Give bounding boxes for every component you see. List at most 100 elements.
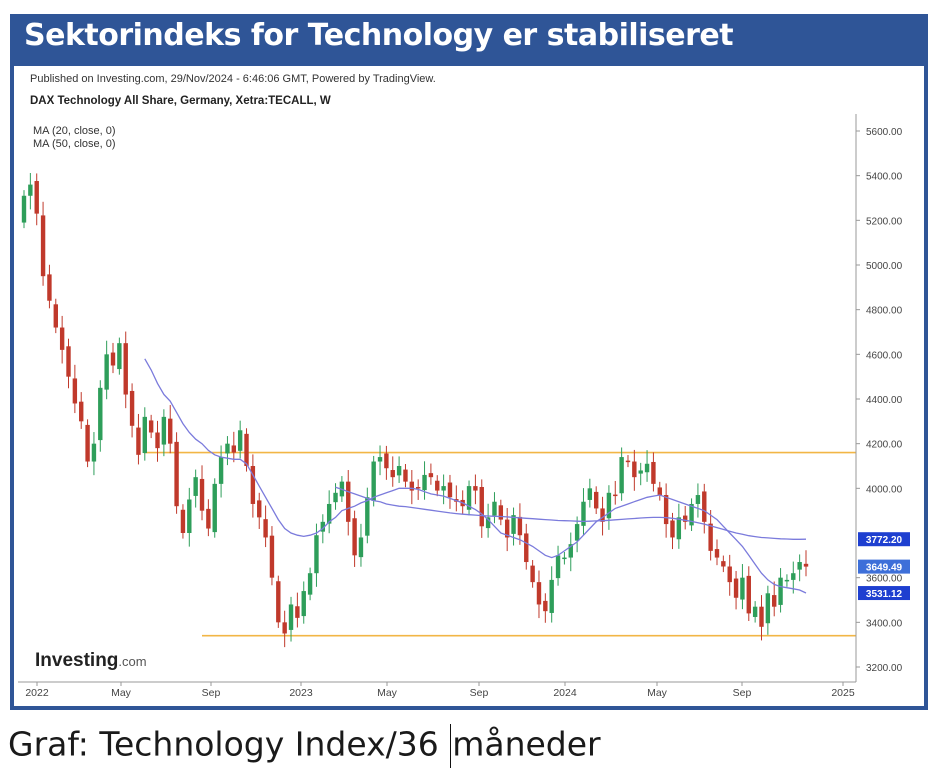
candle-up (549, 579, 554, 613)
candle-down (231, 445, 237, 453)
candle-up (689, 503, 694, 526)
candle-down (110, 352, 116, 366)
candle-down (148, 420, 154, 433)
candle-down (34, 181, 39, 214)
candle-down (651, 461, 656, 484)
candle-down (282, 622, 287, 634)
candle-down (269, 535, 275, 578)
instrument-title: DAX Technology All Share, Germany, Xetra… (30, 95, 331, 107)
banner-title: Sektorindeks for Technology er stabilise… (24, 18, 734, 53)
candle-down (657, 487, 662, 496)
published-note: Published on Investing.com, 29/Nov/2024 … (30, 73, 436, 85)
candle-down (613, 494, 618, 497)
candle-down (530, 565, 535, 583)
candle-down (524, 533, 529, 563)
candle-up (333, 492, 338, 503)
candle-up (676, 517, 682, 540)
y-tick-label: 4800.00 (866, 306, 903, 317)
candle-up (511, 515, 516, 534)
candle-down (276, 581, 281, 623)
candle-up (441, 486, 446, 491)
candle-up (218, 457, 224, 484)
candle-down (59, 327, 65, 350)
x-tick-label: Sep (733, 687, 752, 699)
x-tick-label: Sep (202, 687, 221, 699)
price-label: 3649.49 (866, 563, 903, 574)
candle-up (28, 184, 33, 196)
candle-down (129, 390, 135, 426)
candle-down (352, 518, 357, 556)
candle-down (53, 304, 58, 328)
candle-up (619, 457, 624, 494)
candle-down (479, 486, 484, 527)
y-tick-label: 5200.00 (866, 216, 903, 227)
candle-down (415, 486, 421, 489)
investing-logo-suffix: .com (118, 654, 146, 669)
candle-up (91, 443, 97, 462)
x-tick-label: May (377, 687, 398, 699)
candle-up (644, 463, 650, 473)
x-tick-label: May (111, 687, 132, 699)
candle-down (702, 491, 707, 522)
y-tick-label: 4000.00 (866, 484, 903, 495)
candle-down (435, 480, 440, 491)
candle-down (384, 453, 389, 469)
candle-up (791, 573, 796, 580)
candle-down (346, 481, 351, 522)
candle-down (390, 470, 395, 478)
candle-down (708, 523, 713, 551)
candle-down (632, 461, 637, 478)
candle-up (797, 562, 802, 570)
candle-up (161, 416, 167, 445)
candle-up (225, 443, 230, 454)
candle-down (174, 441, 179, 507)
candle-down (180, 509, 186, 533)
caption-text: Graf: Technology Index/36 (8, 724, 450, 764)
candle-up (104, 354, 109, 390)
candle-down (543, 600, 548, 612)
y-tick-label: 4600.00 (866, 350, 903, 361)
candle-up (365, 497, 370, 536)
price-label-box (858, 532, 910, 547)
candle-down (40, 215, 46, 277)
candle-up (752, 606, 758, 617)
candle-down (244, 433, 249, 466)
candle-down (504, 519, 510, 538)
text-cursor (450, 724, 452, 768)
y-tick-label: 3400.00 (866, 618, 903, 629)
candle-up (778, 577, 783, 605)
title-banner: Sektorindeks for Technology er stabilise… (10, 14, 928, 62)
candle-up (555, 555, 561, 579)
candle-up (377, 457, 383, 462)
ma20-line (144, 358, 807, 594)
candle-up (301, 591, 306, 617)
candle-down (727, 566, 732, 583)
candle-down (66, 346, 71, 377)
candle-down (593, 491, 599, 509)
investing-logo-main: Investing (35, 650, 118, 671)
candle-up (193, 477, 198, 496)
x-tick-label: 2024 (553, 687, 577, 699)
y-tick-label: 5600.00 (866, 127, 903, 138)
candle-down (663, 495, 669, 525)
candle-up (581, 501, 586, 526)
candle-down (498, 505, 504, 520)
candle-down (428, 473, 434, 478)
legend-ma20: MA (20, close, 0) (33, 125, 116, 137)
candle-up (574, 524, 580, 541)
candle-up (492, 501, 497, 516)
candle-up (396, 466, 402, 476)
candle-down (409, 481, 415, 491)
x-tick-label: May (647, 687, 668, 699)
candle-down (263, 519, 268, 538)
candle-up (562, 557, 567, 560)
candle-down (447, 482, 453, 498)
candle-up (466, 486, 472, 510)
candle-up (187, 499, 192, 533)
candle-down (746, 575, 751, 614)
candle-down (683, 515, 688, 522)
candle-up (21, 195, 27, 223)
candle-up (638, 470, 643, 474)
x-tick-label: 2025 (831, 687, 855, 699)
candle-down (536, 582, 542, 605)
